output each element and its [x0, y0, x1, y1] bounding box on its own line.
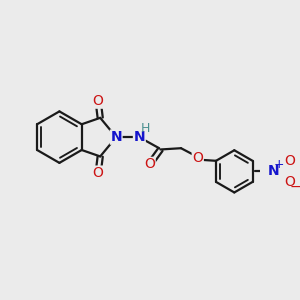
Text: O: O: [284, 175, 295, 189]
Text: −: −: [290, 180, 300, 194]
Text: O: O: [192, 151, 203, 165]
Text: N: N: [110, 130, 122, 144]
Text: +: +: [273, 158, 284, 171]
Text: O: O: [144, 158, 155, 171]
Text: N: N: [134, 130, 145, 144]
Text: N: N: [268, 164, 279, 178]
Text: O: O: [93, 166, 104, 180]
Text: O: O: [93, 94, 104, 108]
Text: O: O: [284, 154, 295, 168]
Text: H: H: [140, 122, 150, 135]
